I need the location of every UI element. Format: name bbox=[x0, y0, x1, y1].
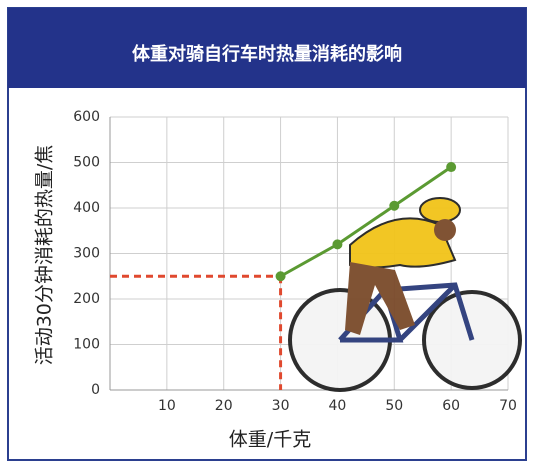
x-tick-label: 10 bbox=[158, 398, 176, 414]
point bbox=[389, 200, 400, 211]
chart-title: 体重对骑自行车时热量消耗的影响 bbox=[132, 43, 402, 65]
x-tick-label: 50 bbox=[385, 398, 403, 414]
point bbox=[446, 162, 457, 173]
head bbox=[434, 219, 456, 241]
x-axis-label: 体重/千克 bbox=[229, 429, 311, 451]
cyclist-illustration bbox=[288, 197, 522, 392]
y-axis-label: 活动30分钟消耗的热量/焦 bbox=[34, 145, 56, 366]
x-tick-label: 70 bbox=[499, 398, 517, 414]
y-tick-label: 100 bbox=[73, 337, 100, 353]
y-tick-label: 0 bbox=[91, 382, 100, 398]
x-tick-label: 40 bbox=[329, 398, 347, 414]
line bbox=[279, 165, 452, 278]
point bbox=[275, 271, 286, 282]
y-tick-label: 200 bbox=[73, 291, 100, 307]
y-tick-label: 600 bbox=[73, 109, 100, 125]
x-tick-label: 30 bbox=[272, 398, 290, 414]
helmet bbox=[419, 197, 461, 223]
x-tick-label: 60 bbox=[442, 398, 460, 414]
point bbox=[332, 239, 343, 250]
header bbox=[8, 8, 526, 88]
y-tick-label: 400 bbox=[73, 200, 100, 216]
x-tick-label: 20 bbox=[215, 398, 233, 414]
legs bbox=[345, 262, 415, 335]
y-tick-label: 300 bbox=[73, 246, 100, 262]
y-tick-label: 500 bbox=[73, 155, 100, 171]
